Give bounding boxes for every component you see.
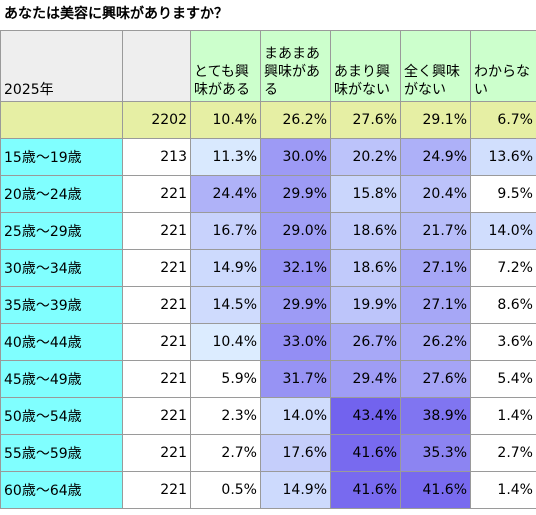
value-cell: 14.9%	[190, 249, 261, 287]
value-cell: 18.6%	[330, 212, 401, 250]
value-cell: 3.6%	[470, 323, 536, 361]
value-cell: 8.6%	[470, 286, 536, 324]
value-cell: 33.0%	[260, 323, 331, 361]
row-n: 221	[122, 212, 191, 250]
data-row: 25歳～29歳 221 16.7% 29.0% 18.6% 21.7% 14.0%	[0, 212, 536, 250]
value-cell: 15.8%	[330, 175, 401, 213]
total-value: 6.7%	[470, 101, 536, 139]
value-cell: 24.9%	[400, 138, 471, 176]
row-label: 25歳～29歳	[0, 212, 123, 250]
row-n: 221	[122, 471, 191, 509]
value-cell: 19.9%	[330, 286, 401, 324]
total-label-cell	[0, 101, 123, 139]
data-row: 20歳～24歳 221 24.4% 29.9% 15.8% 20.4% 9.5%	[0, 175, 536, 213]
value-cell: 16.7%	[190, 212, 261, 250]
value-cell: 26.2%	[400, 323, 471, 361]
value-cell: 1.4%	[470, 397, 536, 435]
row-label: 15歳～19歳	[0, 138, 123, 176]
value-cell: 29.0%	[260, 212, 331, 250]
total-value: 10.4%	[190, 101, 261, 139]
value-cell: 17.6%	[260, 434, 331, 472]
data-row: 40歳～44歳 221 10.4% 33.0% 26.7% 26.2% 3.6%	[0, 323, 536, 361]
header-row: 2025年 とても興味がある まあまあ興味がある あまり興味がない 全く興味がない わから…	[0, 30, 536, 102]
row-n: 221	[122, 249, 191, 287]
header-cell	[122, 30, 191, 102]
total-n: 2202	[122, 101, 191, 139]
row-n: 213	[122, 138, 191, 176]
value-cell: 14.5%	[190, 286, 261, 324]
value-cell: 1.4%	[470, 471, 536, 509]
value-cell: 14.9%	[260, 471, 331, 509]
value-cell: 27.1%	[400, 286, 471, 324]
value-cell: 29.9%	[260, 175, 331, 213]
value-cell: 35.3%	[400, 434, 471, 472]
value-cell: 43.4%	[330, 397, 401, 435]
header-label: 2025年	[0, 30, 123, 102]
value-cell: 30.0%	[260, 138, 331, 176]
total-value: 26.2%	[260, 101, 331, 139]
value-cell: 38.9%	[400, 397, 471, 435]
row-label: 30歳～34歳	[0, 249, 123, 287]
row-n: 221	[122, 175, 191, 213]
value-cell: 11.3%	[190, 138, 261, 176]
value-cell: 7.2%	[470, 249, 536, 287]
value-cell: 27.6%	[400, 360, 471, 398]
value-cell: 20.4%	[400, 175, 471, 213]
value-cell: 41.6%	[330, 434, 401, 472]
value-cell: 29.9%	[260, 286, 331, 324]
data-row: 55歳～59歳 221 2.7% 17.6% 41.6% 35.3% 2.7%	[0, 434, 536, 472]
data-row: 30歳～34歳 221 14.9% 32.1% 18.6% 27.1% 7.2%	[0, 249, 536, 287]
value-cell: 27.1%	[400, 249, 471, 287]
value-cell: 18.6%	[330, 249, 401, 287]
column-header: まあまあ興味がある	[260, 30, 331, 102]
value-cell: 32.1%	[260, 249, 331, 287]
row-n: 221	[122, 434, 191, 472]
value-cell: 24.4%	[190, 175, 261, 213]
value-cell: 41.6%	[400, 471, 471, 509]
value-cell: 0.5%	[190, 471, 261, 509]
value-cell: 26.7%	[330, 323, 401, 361]
value-cell: 5.9%	[190, 360, 261, 398]
column-header: あまり興味がない	[330, 30, 401, 102]
data-row: 50歳～54歳 221 2.3% 14.0% 43.4% 38.9% 1.4%	[0, 397, 536, 435]
data-row: 15歳～19歳 213 11.3% 30.0% 20.2% 24.9% 13.6%	[0, 138, 536, 176]
column-header: とても興味がある	[190, 30, 261, 102]
value-cell: 21.7%	[400, 212, 471, 250]
total-row: 2202 10.4% 26.2% 27.6% 29.1% 6.7%	[0, 101, 536, 139]
value-cell: 10.4%	[190, 323, 261, 361]
value-cell: 14.0%	[470, 212, 536, 250]
value-cell: 20.2%	[330, 138, 401, 176]
value-cell: 13.6%	[470, 138, 536, 176]
value-cell: 41.6%	[330, 471, 401, 509]
row-label: 45歳～49歳	[0, 360, 123, 398]
table: 2025年 とても興味がある まあまあ興味がある あまり興味がない 全く興味がない わから…	[0, 30, 536, 509]
row-label: 35歳～39歳	[0, 286, 123, 324]
data-row: 45歳～49歳 221 5.9% 31.7% 29.4% 27.6% 5.4%	[0, 360, 536, 398]
data-row: 35歳～39歳 221 14.5% 29.9% 19.9% 27.1% 8.6%	[0, 286, 536, 324]
value-cell: 2.7%	[190, 434, 261, 472]
row-n: 221	[122, 397, 191, 435]
value-cell: 5.4%	[470, 360, 536, 398]
row-label: 20歳～24歳	[0, 175, 123, 213]
value-cell: 9.5%	[470, 175, 536, 213]
column-header: 全く興味がない	[400, 30, 471, 102]
row-label: 40歳～44歳	[0, 323, 123, 361]
total-value: 27.6%	[330, 101, 401, 139]
data-row: 60歳～64歳 221 0.5% 14.9% 41.6% 41.6% 1.4%	[0, 471, 536, 509]
row-n: 221	[122, 323, 191, 361]
row-label: 60歳～64歳	[0, 471, 123, 509]
row-n: 221	[122, 360, 191, 398]
row-n: 221	[122, 286, 191, 324]
row-label: 55歳～59歳	[0, 434, 123, 472]
value-cell: 2.3%	[190, 397, 261, 435]
value-cell: 14.0%	[260, 397, 331, 435]
total-value: 29.1%	[400, 101, 471, 139]
row-label: 50歳～54歳	[0, 397, 123, 435]
column-header: わからない	[470, 30, 536, 102]
value-cell: 29.4%	[330, 360, 401, 398]
value-cell: 31.7%	[260, 360, 331, 398]
value-cell: 2.7%	[470, 434, 536, 472]
title: あなたは美容に興味がありますか？	[4, 6, 228, 22]
